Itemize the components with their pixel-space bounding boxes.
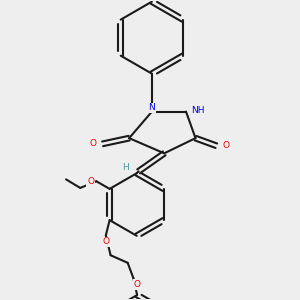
Text: O: O [134, 280, 141, 289]
Text: O: O [222, 141, 229, 150]
Text: H: H [122, 163, 129, 172]
Text: NH: NH [191, 106, 204, 115]
Text: O: O [90, 139, 97, 148]
Text: O: O [87, 177, 94, 186]
Text: N: N [148, 103, 155, 112]
Text: O: O [102, 238, 109, 247]
